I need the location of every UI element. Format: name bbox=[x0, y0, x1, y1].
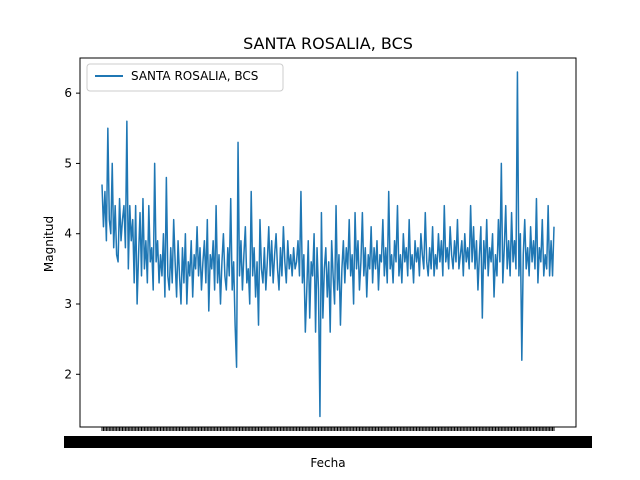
legend-label: SANTA ROSALIA, BCS bbox=[131, 69, 258, 83]
x-axis-label: Fecha bbox=[310, 456, 345, 470]
y-axis: 2 3 4 5 6 bbox=[64, 86, 80, 381]
y-tick-label: 3 bbox=[64, 297, 72, 311]
y-tick-label: 4 bbox=[64, 227, 72, 241]
legend-box bbox=[86, 63, 284, 92]
plot-area bbox=[101, 71, 555, 418]
x-tick-labels-overlap bbox=[64, 436, 592, 448]
chart-title: SANTA ROSALIA, BCS bbox=[243, 34, 413, 53]
legend: SANTA ROSALIA, BCS bbox=[86, 63, 284, 92]
x-axis bbox=[64, 427, 592, 448]
y-tick-label: 2 bbox=[64, 367, 72, 381]
plot-frame bbox=[79, 57, 577, 428]
y-tick-label: 5 bbox=[64, 156, 72, 170]
y-axis-label: Magnitud bbox=[42, 216, 56, 272]
y-tick-label: 6 bbox=[64, 86, 72, 100]
series-line bbox=[101, 71, 555, 418]
